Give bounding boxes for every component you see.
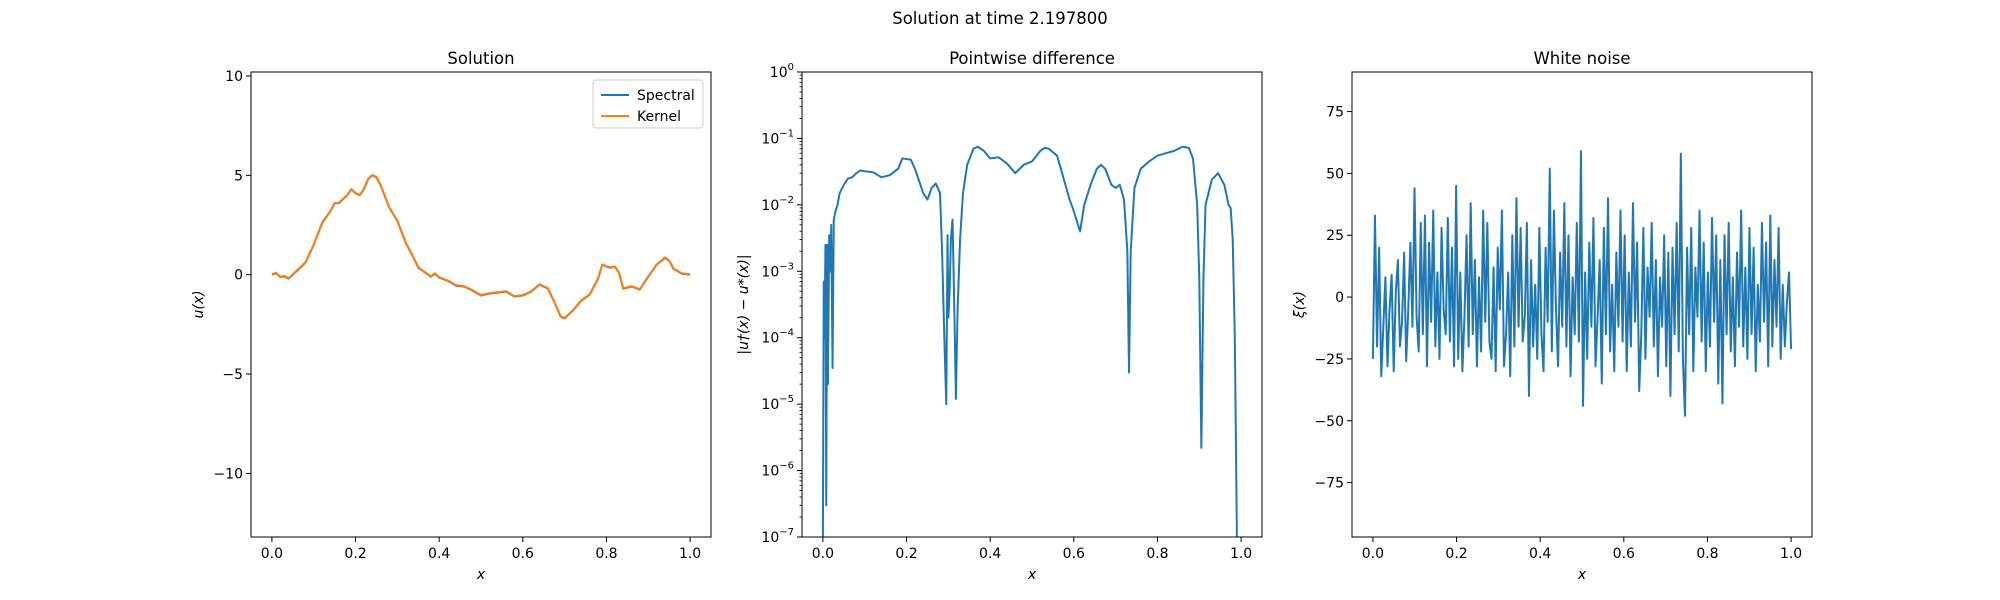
y-tick-label: 10−4: [761, 328, 794, 347]
white-noise-panel: 0.0 0.2 0.4 0.6 0.8 1.0 −75 −50 −25 0 25 50 75 White …: [1292, 49, 1813, 583]
y-tick-label: 100: [770, 62, 794, 81]
x-tick-label: 0.8: [1146, 546, 1168, 562]
y-tick-label: 25: [1326, 228, 1344, 244]
x-axis-label: x: [1577, 567, 1587, 583]
x-tick-label: 0.2: [895, 546, 917, 562]
x-tick-label: 0.0: [1362, 546, 1384, 562]
series-line-data: [1371, 150, 1793, 417]
axes-frame: [1351, 71, 1813, 538]
x-tick-label: 0.4: [1529, 546, 1551, 562]
axes-frame: [250, 71, 712, 538]
series-line-kernel: [271, 173, 691, 320]
y-tick-label: 10−6: [761, 461, 794, 480]
legend-label-spectral: Spectral: [637, 88, 695, 104]
y-tick-label: 10−5: [761, 394, 794, 413]
axes-title: Pointwise difference: [949, 49, 1115, 68]
x-tick-label: 0.2: [1445, 546, 1467, 562]
x-tick-label: 1.0: [679, 546, 701, 562]
x-tick-label: 1.0: [1230, 546, 1252, 562]
y-tick-label: 50: [1326, 166, 1344, 182]
y-tick-label: 10: [225, 69, 243, 85]
y-tick-label: 10−7: [761, 527, 794, 546]
x-axis-label: x: [1027, 567, 1037, 583]
x-tick-label: 0.4: [428, 546, 450, 562]
pointwise-difference-panel: 0.0 0.2 0.4 0.6 0.8 1.0 10−7 10−6 10−5 10−4 10−3 10…: [736, 49, 1263, 583]
y-tick-label: −5: [222, 367, 243, 383]
x-tick-label: 0.4: [979, 546, 1001, 562]
y-tick-label: −50: [1314, 414, 1344, 430]
y-tick-label: −25: [1314, 352, 1344, 368]
y-tick-label: −75: [1314, 476, 1344, 492]
axes-title: White noise: [1533, 49, 1630, 68]
y-tick-label: 0: [234, 268, 243, 284]
x-tick-label: 0.8: [595, 546, 617, 562]
x-tick-label: 0.0: [812, 546, 834, 562]
legend-label-kernel: Kernel: [637, 109, 681, 125]
series-line-spectral: [271, 174, 691, 320]
y-axis-label: u(x): [191, 290, 207, 318]
x-axis-label: x: [476, 567, 486, 583]
solution-panel: 0.0 0.2 0.4 0.6 0.8 1.0 −10 −5 0 5 10 Solution x u(x)…: [191, 49, 712, 583]
x-tick-label: 0.6: [1613, 546, 1635, 562]
y-tick-label: 0: [1335, 290, 1344, 306]
y-tick-label: −10: [213, 466, 243, 482]
x-tick-label: 0.2: [344, 546, 366, 562]
x-tick-label: 0.0: [261, 546, 283, 562]
y-axis-label: ξ(x): [1292, 291, 1308, 319]
y-tick-label: 10−2: [761, 195, 794, 214]
x-tick-label: 0.8: [1696, 546, 1718, 562]
x-tick-label: 0.6: [512, 546, 534, 562]
x-tick-label: 0.6: [1063, 546, 1085, 562]
axes-frame: [801, 71, 1263, 538]
figure-suptitle: Solution at time 2.197800: [892, 9, 1108, 28]
y-axis-label: |u†(x) − u*(x)|: [736, 254, 752, 354]
y-tick-label: 75: [1326, 105, 1344, 121]
y-tick-label: 5: [234, 168, 243, 184]
x-tick-label: 1.0: [1780, 546, 1802, 562]
axes-title: Solution: [447, 49, 514, 68]
y-tick-label: 10−3: [761, 261, 794, 280]
y-tick-label: 10−1: [761, 128, 794, 147]
series-line-data: [821, 145, 1238, 537]
